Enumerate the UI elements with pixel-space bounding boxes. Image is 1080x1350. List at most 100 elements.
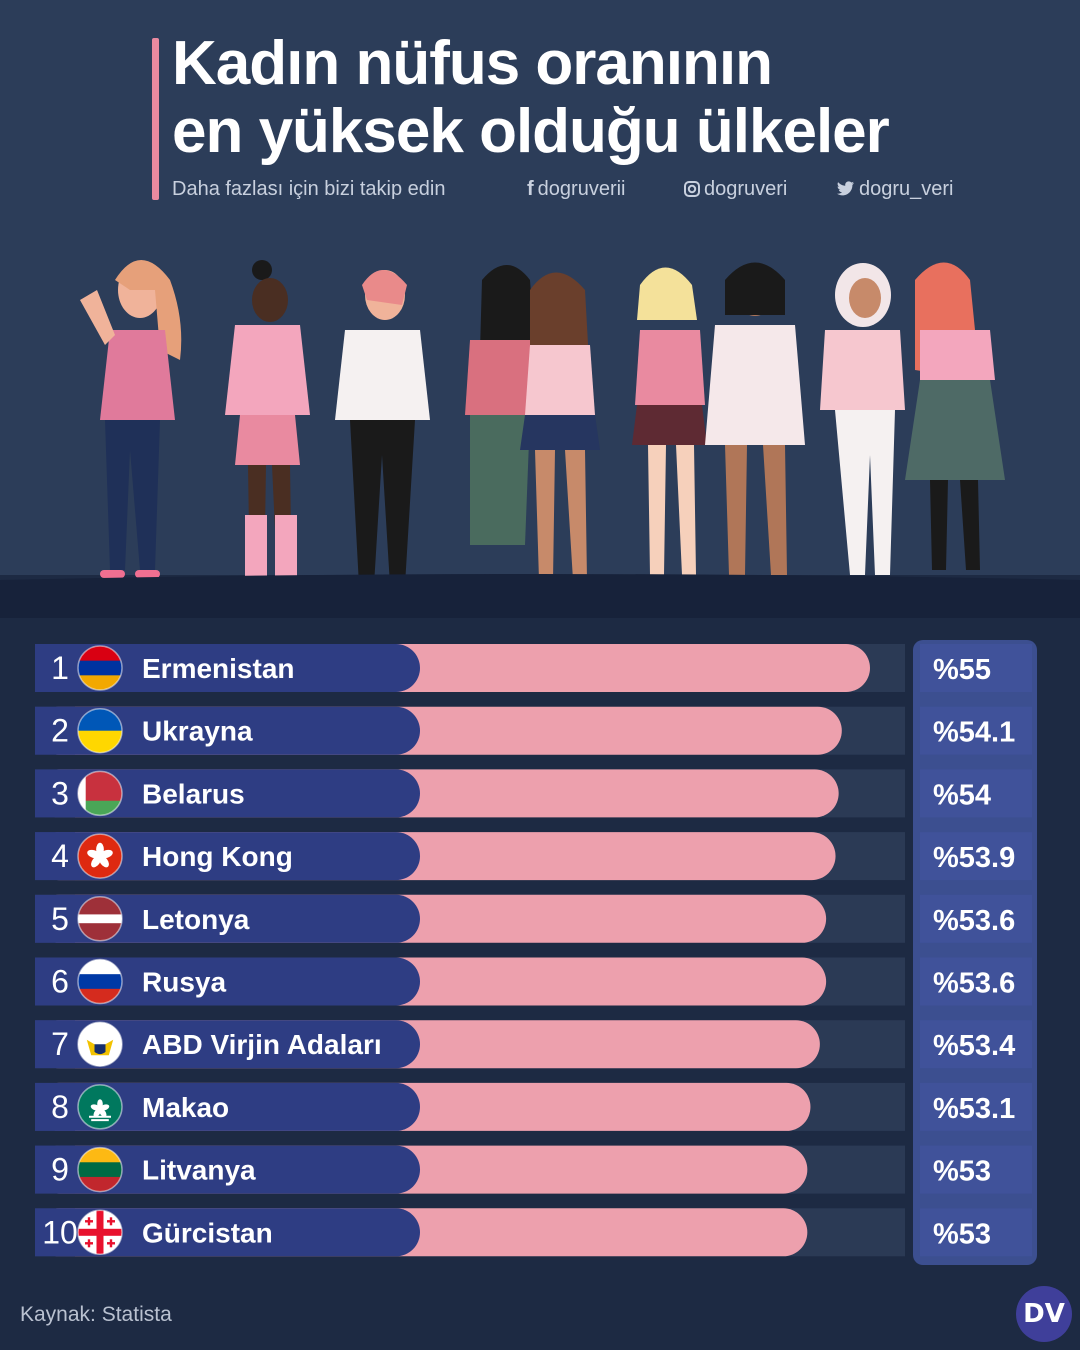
rank-label: 9 (51, 1152, 69, 1188)
value-box (920, 1082, 1032, 1131)
title-accent-bar (152, 38, 159, 200)
bar-row: 4 Hong Kong %53.9 (35, 832, 1032, 881)
value-box (920, 1020, 1032, 1069)
flag-belarus-icon (77, 770, 123, 817)
country-label: Ukrayna (142, 716, 253, 747)
country-label: ABD Virjin Adaları (142, 1029, 382, 1060)
bar-row: 3 Belarus %54 (35, 769, 1032, 818)
woman-figure-9 (905, 262, 1005, 570)
country-label: Makao (142, 1092, 229, 1123)
bar-row: 6 Rusya %53.6 (35, 957, 1032, 1006)
bar-label-box (35, 706, 420, 755)
value-box (920, 894, 1032, 943)
bar-row: 10 Gürcistan %53 (35, 1208, 1032, 1257)
bar-chart: 1 Ermenistan %55 2 Ukrayna %54.1 3 Belarus %54 4 H… (35, 644, 1032, 1257)
value-label: %53.9 (933, 842, 1015, 874)
facebook-link[interactable]: f dogruverii (527, 178, 626, 201)
woman-figure-2 (225, 260, 310, 595)
flag-armenia-icon (77, 645, 123, 691)
bar-label-box-edge (35, 1082, 75, 1131)
rank-label: 7 (51, 1026, 69, 1062)
country-label: Litvanya (142, 1155, 256, 1186)
value-label: %54 (933, 779, 991, 811)
bar-label-box (35, 769, 420, 818)
country-label: Letonya (142, 904, 250, 935)
bar-label-box-edge (35, 706, 75, 755)
bar-label-box (35, 1020, 420, 1069)
bar-label-box-edge (35, 957, 75, 1006)
bar-label-box-edge (35, 832, 75, 881)
value-label: %53.4 (933, 1030, 1015, 1062)
bar-label-box (35, 1082, 420, 1131)
flag-georgia-icon (77, 1209, 123, 1256)
value-box (920, 832, 1032, 881)
flag-ukraine-icon (77, 707, 123, 754)
bar-label-box (35, 832, 420, 881)
bar-label-box-edge (35, 1145, 75, 1194)
rank-label: 4 (51, 838, 69, 874)
woman-figure-1 (80, 260, 182, 578)
value-box (920, 957, 1032, 1006)
rank-label: 5 (51, 901, 69, 937)
country-label: Rusya (142, 967, 226, 998)
value-box (920, 1208, 1032, 1257)
bar-row: 7 ABD Virjin Adaları %53.4 (35, 1020, 1032, 1069)
bar-row: 2 Ukrayna %54.1 (35, 706, 1032, 755)
bar-label-box-edge (35, 769, 75, 818)
facebook-icon: f (527, 178, 534, 200)
instagram-link[interactable]: dogruveri (684, 178, 787, 201)
woman-figure-4 (465, 265, 535, 545)
dv-logo: DV (1016, 1286, 1072, 1342)
flag-macau-icon (77, 1084, 123, 1130)
woman-figure-7 (705, 262, 805, 575)
bar-label-box (35, 1208, 420, 1257)
woman-figure-5 (520, 272, 600, 580)
rank-label: 8 (51, 1089, 69, 1125)
bar-row: 5 Letonya %53.6 (35, 894, 1032, 943)
value-box (920, 706, 1032, 755)
country-label: Belarus (142, 778, 245, 809)
bar-row: 9 Litvanya %53 (35, 1145, 1032, 1194)
title-line-2: en yüksek olduğu ülkeler (172, 97, 890, 166)
women-illustration (80, 260, 1005, 595)
woman-figure-6 (632, 267, 707, 575)
country-label: Hong Kong (142, 841, 293, 872)
bar-label-box-edge (35, 1208, 75, 1257)
value-label: %53.6 (933, 905, 1015, 937)
social-follow-row: Daha fazlası için bizi takip edin f dogru… (172, 178, 1032, 204)
bar-label-box (35, 957, 420, 1006)
value-box (920, 644, 1032, 692)
chart-title: Kadın nüfus oranının en yüksek olduğu ül… (172, 29, 890, 166)
title-line-1: Kadın nüfus oranının (172, 29, 773, 98)
instagram-handle: dogruveri (704, 178, 788, 200)
rank-label: 3 (51, 775, 69, 811)
twitter-link[interactable]: dogru_veri (837, 178, 954, 201)
bar-label-box (35, 644, 420, 692)
rank-label: 2 (51, 713, 69, 749)
value-label: %55 (933, 654, 991, 686)
flag-hong-kong-icon (77, 833, 123, 879)
rank-label: 6 (51, 964, 69, 1000)
value-label: %53.6 (933, 968, 1015, 1000)
bar-label-box-edge (35, 644, 75, 692)
country-label: Gürcistan (142, 1217, 273, 1248)
value-label: %54.1 (933, 717, 1015, 749)
country-label: Ermenistan (142, 653, 295, 684)
ground-shadow (0, 574, 1080, 618)
facebook-handle: dogruverii (537, 178, 626, 200)
flag-latvia-icon (77, 896, 123, 942)
flag-russia-icon (77, 958, 123, 1005)
flag-lithuania-icon (77, 1146, 123, 1193)
bar-label-box (35, 1145, 420, 1194)
value-label: %53 (933, 1218, 991, 1250)
instagram-icon (684, 181, 700, 197)
bar-label-box (35, 894, 420, 943)
flag-us-virgin-islands-icon (77, 1021, 123, 1067)
value-box (920, 769, 1032, 818)
bar-row: 1 Ermenistan %55 (35, 644, 1032, 692)
value-label: %53 (933, 1156, 991, 1188)
twitter-handle: dogru_veri (859, 178, 954, 200)
follow-text: Daha fazlası için bizi takip edin (172, 178, 446, 200)
bar-label-box-edge (35, 894, 75, 943)
bar-label-box-edge (35, 1020, 75, 1069)
